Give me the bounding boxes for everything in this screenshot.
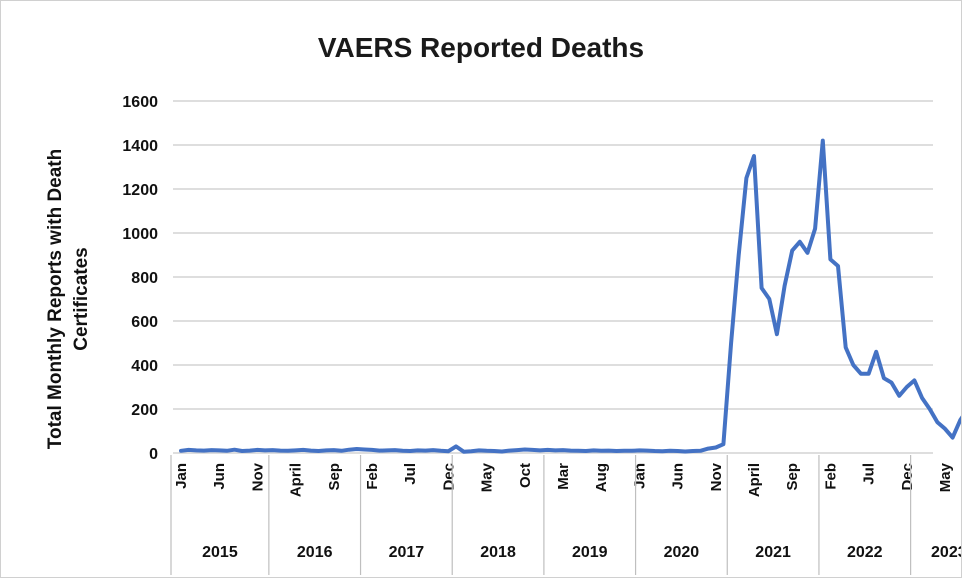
x-tick-label: Nov [708, 462, 725, 491]
x-tick-label: May [937, 462, 954, 492]
y-axis-ticks: 0 200 400 600 800 1000 1200 1400 1600 [122, 94, 158, 463]
x-tick-label: Mar [555, 463, 572, 490]
x-tick-label: April [746, 463, 763, 497]
x-tick-label: Jan [631, 463, 648, 489]
x-tick-label: Jul [861, 463, 878, 485]
y-tick-label: 600 [131, 314, 158, 331]
x-tick-label: April [288, 463, 305, 497]
x-tick-label: Dec [899, 463, 916, 491]
year-label: 2020 [664, 544, 700, 561]
y-tick-label: 800 [131, 270, 158, 287]
year-label: 2017 [389, 544, 425, 561]
year-label: 2015 [202, 544, 238, 561]
x-tick-label: Jun [211, 463, 228, 490]
y-tick-label: 200 [131, 402, 158, 419]
x-axis: Jan Jun Nov April Sep Feb Jul Dec May Oct Mar Aug Ja… [170, 455, 961, 575]
x-tick-label: Oct [517, 463, 534, 488]
x-tick-label: Jun [670, 463, 687, 490]
x-tick-label: Sep [326, 463, 343, 491]
y-tick-label: 1600 [122, 94, 158, 111]
gridlines [173, 100, 933, 454]
year-label: 2022 [847, 544, 883, 561]
series-line [179, 138, 961, 454]
chart-title: VAERS Reported Deaths [318, 32, 644, 63]
y-tick-label: 1400 [122, 138, 158, 155]
x-tick-label: Jan [173, 463, 190, 489]
x-tick-label: Sep [784, 463, 801, 491]
y-axis-label-line-2: Certificates [71, 247, 92, 351]
y-tick-label: 0 [149, 446, 158, 463]
y-axis-label-line-1: Total Monthly Reports with Death [45, 149, 66, 449]
year-label: 2018 [480, 544, 516, 561]
series-layer [179, 138, 961, 454]
x-tick-label: May [479, 462, 496, 492]
x-tick-label: Dec [440, 463, 457, 491]
y-tick-label: 400 [131, 358, 158, 375]
x-tick-label: Nov [249, 462, 266, 491]
x-tick-label: Feb [364, 463, 381, 490]
year-label: 2021 [755, 544, 791, 561]
x-tick-label: Feb [822, 463, 839, 490]
year-label: 2016 [297, 544, 333, 561]
y-tick-label: 1000 [122, 226, 158, 243]
x-tick-label: Aug [593, 463, 610, 492]
year-label: 2019 [572, 544, 608, 561]
x-tick-label: Jul [402, 463, 419, 485]
year-label: 2023 [931, 544, 961, 561]
y-tick-label: 1200 [122, 182, 158, 199]
y-axis-label: Total Monthly Reports with Death Certifi… [45, 149, 92, 449]
